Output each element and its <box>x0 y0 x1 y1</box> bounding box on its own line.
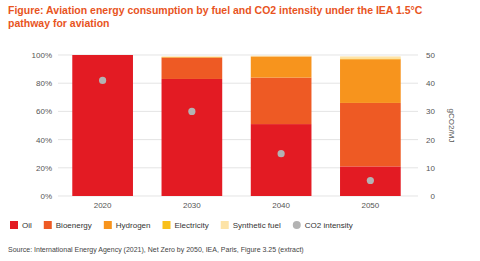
x-tick-label: 2050 <box>361 201 379 210</box>
bar-segment <box>162 57 223 59</box>
y2-tick-label: 20 <box>426 136 435 145</box>
bar-segment <box>72 55 133 56</box>
scatter-point <box>367 177 374 184</box>
source: Source: International Energy Agency (202… <box>8 246 304 254</box>
bar-segment <box>340 56 401 58</box>
legend-swatch <box>221 221 229 229</box>
bar-segment <box>162 58 223 79</box>
scatter-point <box>278 150 285 157</box>
y2-tick <box>415 139 418 140</box>
legend-label: Hydrogen <box>116 221 151 230</box>
y2-tick-label: 30 <box>426 107 435 116</box>
title-line: Figure: Aviation energy consumption by f… <box>8 4 423 16</box>
bar-segment <box>251 55 312 57</box>
bar-segment <box>162 56 223 58</box>
legend-swatch <box>163 221 171 229</box>
bar-segment <box>251 56 312 57</box>
chart: Figure: Aviation energy consumption by f… <box>0 0 480 261</box>
y2-tick <box>415 196 418 197</box>
bar-segment <box>72 55 133 56</box>
y-tick-label: 80% <box>36 79 52 88</box>
legend-label: Electricity <box>175 221 209 230</box>
title: Figure: Aviation energy consumption by f… <box>8 4 423 29</box>
scatter-point <box>99 77 106 84</box>
y2-tick-label: 50 <box>426 51 435 60</box>
legend-swatch <box>104 221 112 229</box>
y2-tick <box>415 111 418 112</box>
x-tick-label: 2040 <box>272 201 290 210</box>
y2-tick-label: 40 <box>426 79 435 88</box>
y-tick-label: 60% <box>36 107 52 116</box>
y2-tick-label: 0 <box>431 192 436 201</box>
y2-tick <box>415 83 418 84</box>
bar-segment <box>251 78 312 125</box>
y2-tick-label: 10 <box>426 164 435 173</box>
scatter-point <box>188 108 195 115</box>
legend-label: Bioenergy <box>56 221 92 230</box>
legend-label: CO2 intensity <box>305 221 353 230</box>
bar-segment <box>340 103 401 166</box>
legend-swatch <box>44 221 52 229</box>
legend-swatch <box>10 221 18 229</box>
bar-segment <box>251 124 312 196</box>
bar-segment <box>162 57 223 58</box>
bar-segment <box>162 79 223 196</box>
bar-segment <box>72 55 133 56</box>
y2-tick <box>415 55 418 56</box>
y2-axis-label: gCO2/MJ <box>447 109 456 143</box>
bar-segment <box>340 59 401 103</box>
bar-segment <box>340 166 401 196</box>
bar-segment <box>72 55 133 56</box>
x-tick-label: 2020 <box>94 201 112 210</box>
legend-swatch <box>293 221 301 229</box>
x-tick-label: 2030 <box>183 201 201 210</box>
y-tick-label: 20% <box>36 164 52 173</box>
y-tick-label: 0% <box>40 192 52 201</box>
y-tick-label: 100% <box>32 51 52 60</box>
bar-segment <box>72 55 133 196</box>
plot-marks <box>72 55 400 196</box>
legend-label: Oil <box>22 221 32 230</box>
y-tick-label: 40% <box>36 136 52 145</box>
y2-tick <box>415 167 418 168</box>
title-line: pathway for aviation <box>8 17 110 29</box>
bar-segment <box>251 56 312 77</box>
legend-label: Synthetic fuel <box>233 221 281 230</box>
